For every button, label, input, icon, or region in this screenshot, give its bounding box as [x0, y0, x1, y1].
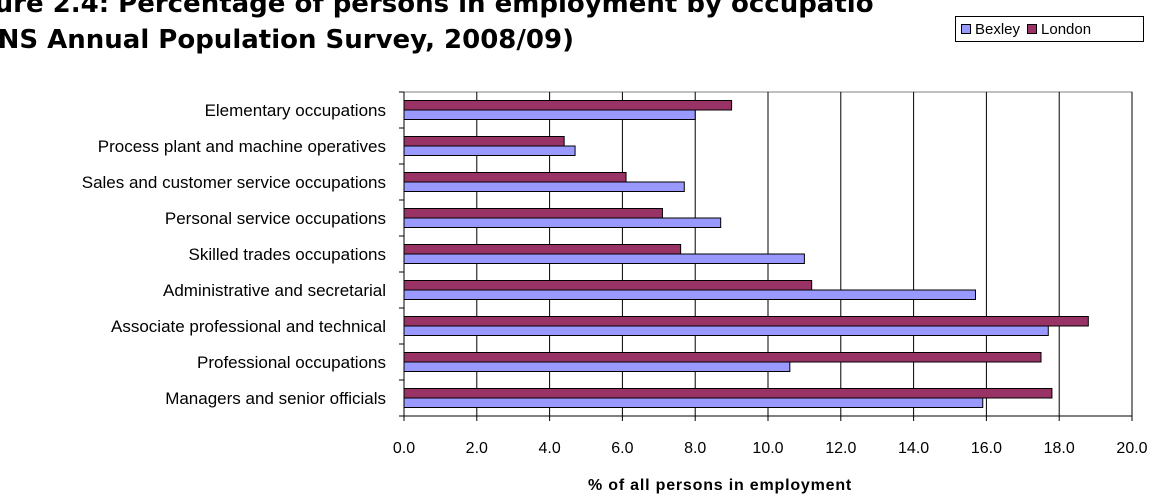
legend-item-london: London	[1027, 21, 1091, 38]
bar-london	[403, 100, 733, 111]
x-axis-title: % of all persons in employment	[587, 477, 853, 494]
bar-london	[403, 316, 1089, 327]
legend-swatch-bexley	[961, 24, 971, 34]
category-label: Elementary occupations	[205, 101, 386, 120]
category-label: Administrative and secretarial	[163, 281, 386, 300]
x-tick-label: 0.0	[393, 440, 415, 457]
category-label: Associate professional and technical	[111, 317, 386, 336]
x-tick-label: 14.0	[898, 440, 929, 457]
category-label: Personal service occupations	[165, 209, 386, 228]
category-label: Managers and senior officials	[165, 389, 386, 408]
bar-bexley	[403, 253, 805, 264]
chart-title: gure 2.4: Percentage of persons in emplo…	[0, 0, 874, 58]
x-tick-label: 10.0	[752, 440, 783, 457]
bar-london	[403, 388, 1053, 399]
bar-bexley	[403, 289, 976, 300]
bar-bexley	[403, 325, 1049, 336]
legend-item-bexley: Bexley	[961, 21, 1020, 38]
bar-bexley	[403, 397, 984, 408]
bar-london	[403, 280, 813, 291]
bar-london	[403, 244, 682, 255]
bar-london	[403, 208, 663, 219]
x-tick-label: 16.0	[971, 440, 1002, 457]
x-tick-label: 12.0	[825, 440, 856, 457]
bar-bexley	[403, 361, 791, 372]
bar-bexley	[403, 109, 696, 120]
x-tick-label: 18.0	[1044, 440, 1075, 457]
x-tick-label: 8.0	[684, 440, 706, 457]
bar-london	[403, 352, 1042, 363]
bar-london	[403, 136, 565, 147]
chart-title-line-2: DNS Annual Population Survey, 2008/09)	[0, 25, 574, 55]
x-tick-label: 6.0	[611, 440, 633, 457]
x-tick-label: 2.0	[466, 440, 488, 457]
chart-legend: Bexley London	[955, 16, 1144, 42]
bar-london	[403, 172, 627, 183]
legend-swatch-london	[1027, 24, 1038, 34]
chart-title-line-1: gure 2.4: Percentage of persons in emplo…	[0, 0, 874, 19]
category-label: Process plant and machine operatives	[98, 137, 386, 156]
legend-label-bexley: Bexley	[975, 20, 1021, 38]
category-label: Sales and customer service occupations	[82, 173, 386, 192]
x-tick-label: 4.0	[538, 440, 560, 457]
legend-label-london: London	[1041, 20, 1092, 38]
category-label: Skilled trades occupations	[188, 245, 386, 264]
bar-bexley	[403, 145, 576, 156]
x-tick-label: 20.0	[1116, 440, 1147, 457]
category-label: Professional occupations	[197, 353, 386, 372]
bar-bexley	[403, 217, 722, 228]
bar-bexley	[403, 181, 685, 192]
